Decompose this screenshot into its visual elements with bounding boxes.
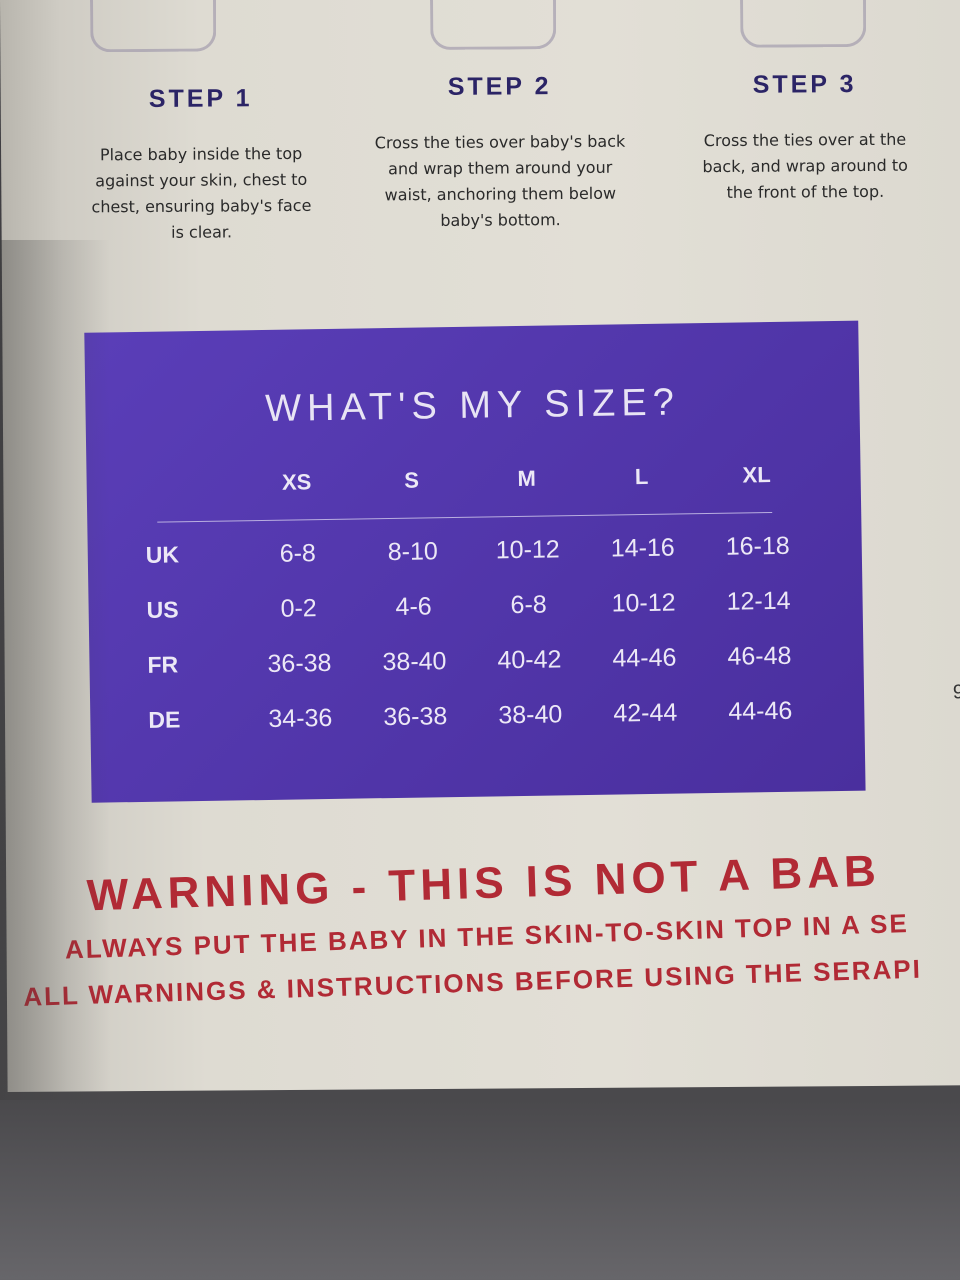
size-cell: 38-40 — [382, 647, 447, 677]
size-cell: 8-10 — [387, 537, 439, 567]
size-cell: 10-12 — [495, 535, 560, 565]
size-cell: 14-16 — [610, 533, 675, 563]
header-divider — [157, 512, 773, 523]
row-label: US — [146, 596, 179, 623]
warning-headline: WARNING - THIS IS NOT A BAB — [86, 846, 882, 921]
size-chart: WHAT'S MY SIZE? XS S M L XL UK 6-8 8-10 10-12 14… — [84, 320, 866, 803]
column-header-l: L — [634, 463, 649, 490]
column-header-xs: XS — [281, 469, 312, 495]
column-header-xl: XL — [742, 462, 771, 488]
size-cell: 46-48 — [727, 641, 792, 671]
step-text: Place baby inside the top against your s… — [91, 143, 312, 242]
packaging-card: STEP 1 Place baby inside the top against… — [0, 0, 960, 1092]
size-cell: 38-40 — [498, 700, 563, 730]
illustration-step-3 — [739, 0, 867, 48]
row-label: UK — [145, 541, 180, 568]
row-label: FR — [147, 651, 179, 678]
shadow — [0, 240, 110, 1100]
size-row-de: DE 34-36 36-38 38-40 42-44 44-46 — [90, 696, 865, 748]
step-1: STEP 1 Place baby inside the top against… — [86, 84, 317, 247]
size-cell: 6-8 — [510, 590, 547, 620]
size-cell: 10-12 — [611, 588, 676, 618]
step-2: STEP 2 Cross the ties over baby's back a… — [369, 72, 632, 235]
size-cell: 40-42 — [497, 645, 562, 675]
size-cell: 12-14 — [726, 586, 791, 616]
step-3: STEP 3 Cross the ties over at the back, … — [689, 70, 922, 207]
column-header-s: S — [404, 467, 420, 493]
size-row-us: US 0-2 4-6 6-8 10-12 12-14 — [88, 586, 863, 638]
edge-text: 9 — [952, 681, 960, 704]
size-cell: 44-46 — [612, 643, 677, 673]
step-title: STEP 3 — [752, 70, 857, 99]
step-title: STEP 1 — [148, 84, 253, 113]
step-text: Cross the ties over baby's back and wrap… — [374, 131, 626, 230]
illustration-step-1 — [89, 0, 217, 53]
size-row-uk: UK 6-8 8-10 10-12 14-16 16-18 — [88, 531, 863, 583]
step-text: Cross the ties over at the back, and wra… — [702, 129, 908, 202]
illustration-step-2 — [429, 0, 557, 50]
size-cell: 44-46 — [728, 696, 793, 726]
size-cell: 6-8 — [279, 539, 317, 568]
size-cell: 36-38 — [383, 702, 448, 732]
size-row-fr: FR 36-38 38-40 40-42 44-46 46-48 — [89, 641, 864, 693]
size-cell: 0-2 — [280, 594, 317, 623]
size-cell: 16-18 — [725, 531, 790, 561]
size-cell: 36-38 — [267, 648, 332, 678]
row-label: DE — [148, 706, 181, 733]
step-title: STEP 2 — [447, 72, 552, 101]
size-cell: 4-6 — [395, 592, 432, 621]
column-header-m: M — [517, 465, 536, 492]
size-cell: 42-44 — [613, 698, 678, 728]
size-cell: 34-36 — [268, 703, 333, 733]
size-chart-title: WHAT'S MY SIZE? — [264, 381, 681, 430]
